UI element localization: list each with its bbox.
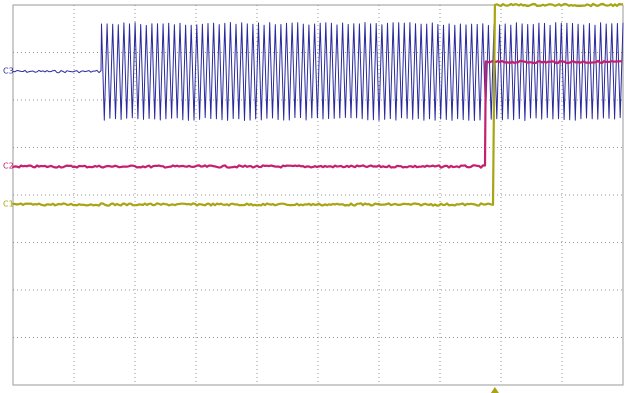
traces (11, 2, 624, 207)
channel-label-ch1: C1 (3, 200, 14, 209)
channel-label-ch2: C2 (3, 162, 14, 171)
trace-ch3 (12, 22, 624, 121)
channel-label-ch3: C3 (3, 67, 14, 76)
trace-ch1 (11, 2, 624, 207)
trigger-marker (490, 387, 499, 393)
trace-ch2 (11, 59, 623, 169)
channel-labels: C3 C2 C1 (3, 67, 14, 209)
